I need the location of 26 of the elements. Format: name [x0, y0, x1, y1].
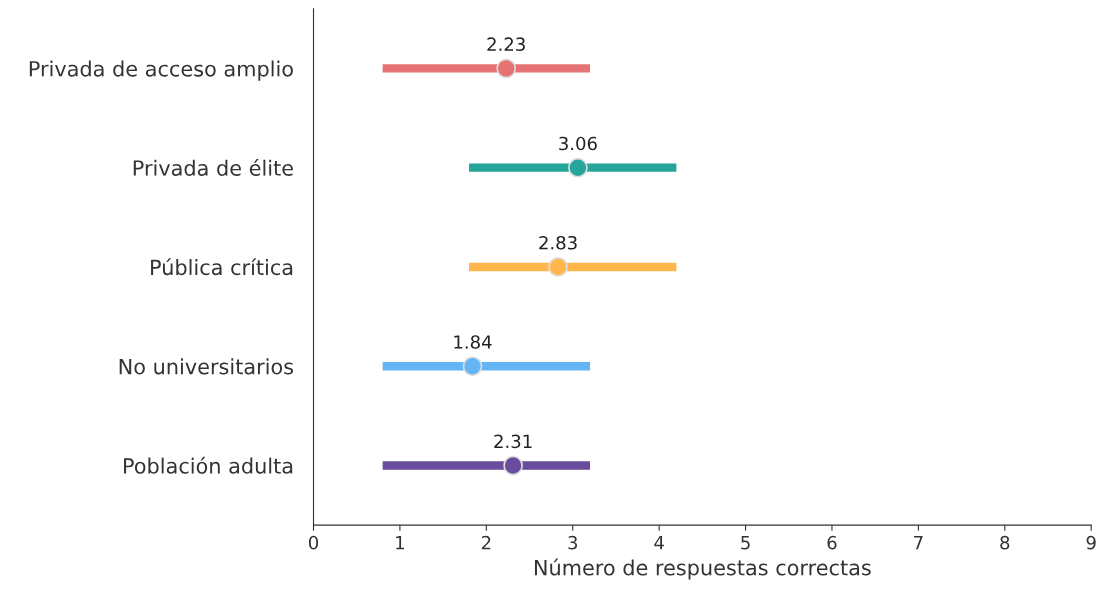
- x-tick-label: 5: [741, 536, 750, 550]
- x-tick-label: 9: [1086, 535, 1096, 550]
- x-tick-label: 2: [481, 535, 491, 550]
- x-tick-label: 1: [396, 536, 404, 550]
- x-axis-title: Número de respuestas correctas: [534, 558, 871, 580]
- x-tick-label: 0: [308, 535, 319, 550]
- data-label: 2.23: [487, 37, 525, 52]
- x-tick-label: 4: [654, 536, 664, 550]
- y-tick-label: Privada de acceso amplio: [29, 60, 293, 81]
- x-tick-label: 7: [914, 536, 923, 550]
- point: [496, 58, 517, 79]
- x-tick-label: 6: [827, 535, 837, 550]
- y-tick-label: Pública crítica: [151, 258, 293, 276]
- y-tick-label: Población adulta: [124, 456, 293, 474]
- data-label: 2.31: [494, 434, 532, 449]
- y-tick-label: No universitarios: [119, 358, 294, 375]
- x-tick-label: 8: [1000, 535, 1010, 550]
- data-label: 2.83: [539, 235, 577, 250]
- data-label: 1.84: [454, 335, 492, 349]
- y-tick-label: Privada de élite: [133, 158, 293, 176]
- point: [503, 455, 523, 476]
- point: [548, 257, 568, 277]
- point: [568, 157, 588, 178]
- point: [462, 356, 483, 377]
- data-label: 3.06: [559, 136, 597, 151]
- x-tick-label: 3: [568, 535, 578, 550]
